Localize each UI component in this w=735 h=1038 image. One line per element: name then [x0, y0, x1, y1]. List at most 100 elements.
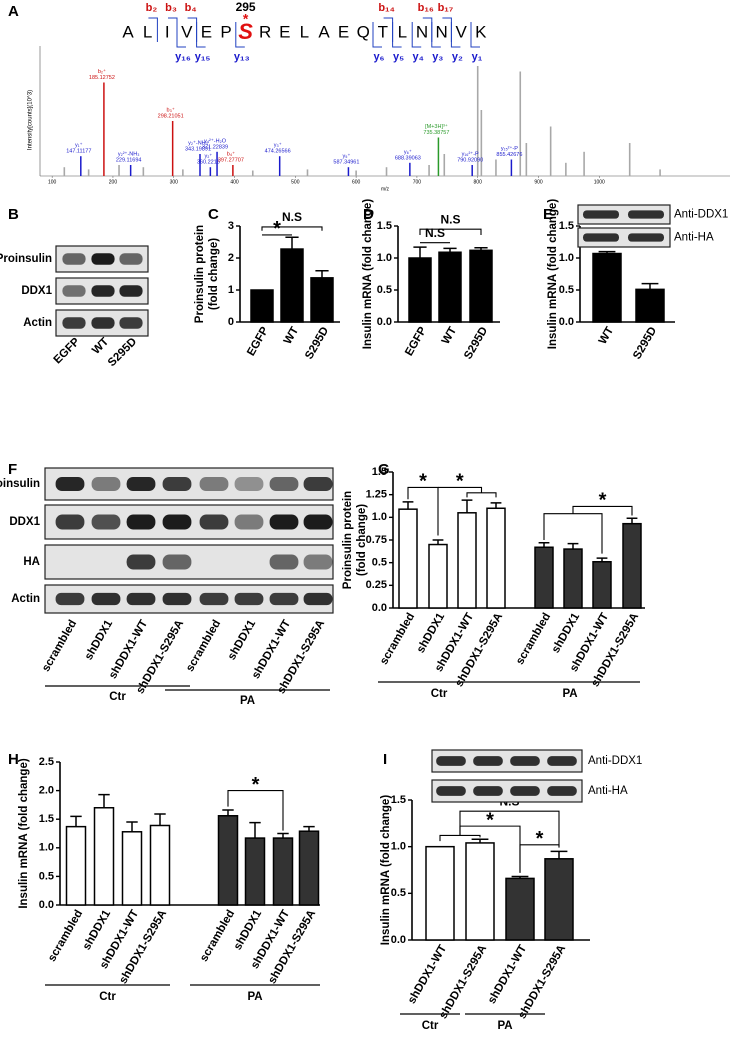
x-tick-label: shDDX1 — [415, 611, 448, 656]
y-ion-label: y₁ — [472, 51, 483, 63]
residue: R — [259, 22, 271, 41]
blot-band — [436, 756, 466, 766]
b-ion-label: b₁₆ — [418, 2, 434, 14]
significance-bracket — [438, 486, 483, 493]
error-bar — [538, 541, 550, 548]
lane-label: scrambled — [184, 618, 223, 674]
x-tick-label: 1000 — [594, 179, 605, 185]
blot-band — [199, 476, 229, 492]
residue: L — [398, 22, 407, 41]
blot-strip — [577, 204, 671, 225]
peak-mz: 397.27707 — [218, 157, 244, 163]
error-bar — [222, 809, 234, 816]
y-bracket — [392, 22, 402, 48]
bar — [635, 288, 665, 323]
bar — [425, 845, 455, 941]
blot-band — [473, 756, 503, 766]
b-ion-label: b₂ — [146, 2, 158, 14]
y-tick-label: 2.0 — [39, 785, 54, 797]
significance-label: * — [456, 471, 464, 493]
y-ion-label: y₂ — [452, 51, 463, 63]
bar — [408, 257, 432, 323]
y-bracket — [196, 22, 206, 48]
significance-label: * — [252, 774, 260, 796]
peak-ion: y₁⁺ — [75, 142, 83, 149]
group-label: PA — [497, 1020, 512, 1032]
bar — [428, 543, 448, 609]
peak-mz: 790.92090 — [457, 157, 483, 163]
x-tick-label: EGFP — [403, 325, 429, 358]
y-bracket — [470, 22, 480, 48]
x-tick-label: 700 — [413, 179, 422, 185]
lane-label: shDDX1 — [83, 618, 116, 663]
bar — [544, 858, 574, 941]
blot-band — [62, 317, 86, 329]
error-bar — [443, 247, 457, 253]
peak-ion: y₁₆²⁺-P — [462, 150, 479, 157]
x-axis-label: m/z — [381, 186, 390, 192]
blot-band — [510, 756, 540, 766]
b-ion-label: b₄ — [185, 2, 197, 14]
group-label: PA — [240, 695, 255, 707]
x-tick-label: 600 — [352, 179, 361, 185]
peak-mz: 688.39063 — [395, 155, 421, 161]
bar — [310, 277, 334, 323]
bar — [217, 815, 239, 906]
blot-band — [234, 592, 264, 606]
y-tick-label: 1.0 — [377, 252, 392, 264]
error-bar — [641, 282, 659, 290]
lane-label: scrambled — [40, 618, 79, 674]
error-bar — [413, 246, 427, 258]
residue: A — [318, 22, 330, 41]
residue: A — [122, 22, 134, 41]
y-axis-label: Intensity[counts](10^3) — [28, 90, 34, 150]
residue: Q — [357, 22, 370, 41]
blot-band — [55, 476, 85, 492]
bar — [486, 507, 506, 609]
y-bracket — [176, 22, 186, 48]
x-tick-label: 800 — [474, 179, 483, 185]
blot-band — [162, 554, 192, 570]
peak-ion: y₁₅²⁺-P — [501, 145, 518, 152]
bar — [563, 548, 583, 609]
y-tick-label: 0.75 — [366, 534, 387, 546]
blot-band — [91, 592, 121, 606]
blot-band — [91, 285, 115, 297]
blot-band — [628, 210, 664, 219]
error-bar — [511, 875, 529, 879]
residue: E — [201, 22, 212, 41]
peak-mz: 855.42676 — [496, 152, 522, 158]
blot-band — [126, 476, 156, 492]
bar — [121, 831, 143, 906]
significance-label: N.S — [425, 226, 445, 240]
y-axis-label: (fold change) — [356, 504, 368, 576]
blot-row-label: Actin — [23, 317, 52, 329]
blot-row-label: Anti-DDX1 — [674, 209, 728, 221]
panel-letter: A — [8, 3, 19, 20]
peak-mz: 474.26566 — [265, 149, 291, 155]
blot-band — [628, 233, 664, 242]
blot-band — [547, 786, 577, 796]
y-tick-label: 1.25 — [366, 489, 387, 501]
y-axis-label: Proinsulin protein — [194, 225, 206, 323]
y-bracket — [411, 22, 422, 48]
y-tick-label: 3 — [228, 220, 234, 232]
panel-letter: H — [8, 751, 19, 768]
error-bar — [154, 813, 166, 826]
significance-bracket — [572, 505, 633, 516]
significance-bracket — [439, 834, 481, 842]
blot-band — [62, 285, 86, 297]
error-bar — [98, 793, 110, 808]
blot-strip — [431, 779, 583, 803]
x-tick-label: 300 — [170, 179, 179, 185]
y-ion-label: y₁₃ — [234, 51, 250, 63]
lane-label: shDDX1-WT — [107, 618, 150, 681]
residue: T — [378, 22, 388, 41]
x-tick-label: scrambled — [198, 908, 237, 964]
group-label: Ctr — [422, 1020, 439, 1032]
blot-band — [162, 592, 192, 606]
significance-label: * — [419, 471, 427, 493]
blot-band — [303, 554, 333, 570]
error-bar — [474, 247, 488, 251]
panel-letter: C — [208, 206, 219, 223]
